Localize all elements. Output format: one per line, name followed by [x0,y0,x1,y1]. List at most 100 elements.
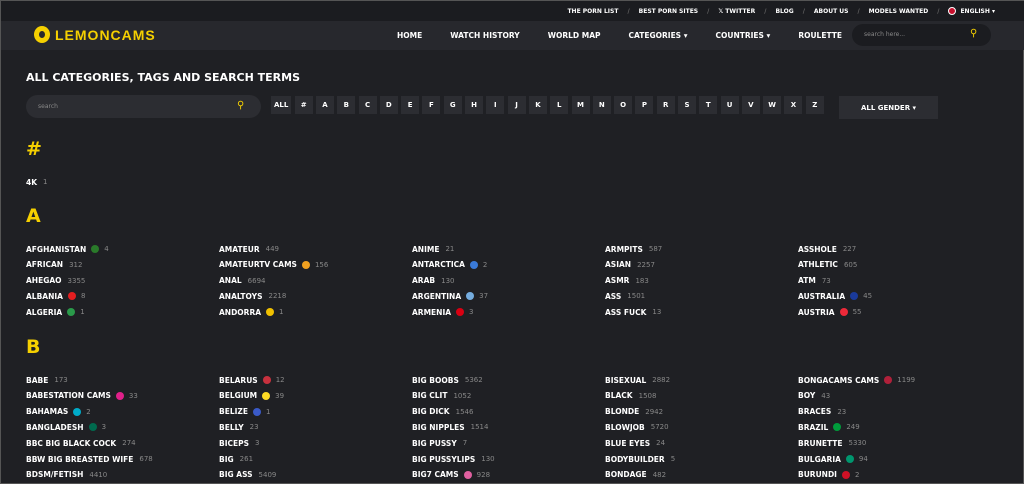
category-name[interactable]: BIG PUSSY [412,438,457,448]
category-item[interactable]: BIG DICK 1546 [412,407,473,417]
category-item[interactable]: AMATEUR 449 [219,244,279,254]
category-item[interactable]: BBC BIG BLACK COCK 274 [26,438,136,448]
category-name[interactable]: ASS [605,291,622,301]
letter-button[interactable]: T [699,96,718,114]
search-icon[interactable]: ⚲ [237,100,245,111]
letter-button[interactable]: W [763,96,782,114]
letter-button[interactable]: S [677,96,696,114]
top-link[interactable]: MODELS WANTED [868,7,929,15]
category-item[interactable]: ALGERIA 1 [26,307,85,317]
category-name[interactable]: ATHLETIC [798,260,838,270]
category-name[interactable]: BIG NIPPLES [412,422,465,432]
letter-button[interactable]: X [784,96,803,114]
category-item[interactable]: BIG PUSSY 7 [412,438,467,448]
nav-item[interactable]: CATEGORIES ▾ [628,31,688,40]
category-search-input[interactable]: search ⚲ [26,95,261,118]
nav-item[interactable]: WORLD MAP [547,31,601,40]
category-item[interactable]: BELGIUM 39 [219,391,284,401]
letter-button[interactable]: O [614,96,633,114]
letter-button[interactable]: E [401,96,420,114]
category-item[interactable]: ATM 73 [798,276,831,286]
letter-button[interactable]: H [465,96,484,114]
letter-button[interactable]: M [571,96,590,114]
category-name[interactable]: ASMR [605,276,630,286]
letter-button[interactable]: V [741,96,760,114]
category-item[interactable]: ARGENTINA 37 [412,291,488,301]
category-name[interactable]: BICEPS [219,438,250,448]
category-name[interactable]: BIG ASS [219,470,253,480]
category-item[interactable]: BIG BOOBS 5362 [412,375,483,385]
nav-item[interactable]: WATCH HISTORY [450,31,520,40]
category-name[interactable]: BIG [219,454,234,464]
category-name[interactable]: BLOWJOB [605,422,645,432]
letter-button[interactable]: Z [805,96,824,114]
category-item[interactable]: BIG7 CAMS 928 [412,470,490,480]
category-name[interactable]: ANALTOYS [219,291,263,301]
letter-button[interactable]: A [315,96,334,114]
category-name[interactable]: BISEXUAL [605,375,647,385]
category-name[interactable]: ARMPITS [605,244,643,254]
category-name[interactable]: BANGLADESH [26,422,84,432]
category-name[interactable]: AFRICAN [26,260,64,270]
letter-button[interactable]: I [486,96,505,114]
category-name[interactable]: ASSHOLE [798,244,837,254]
category-name[interactable]: BELGIUM [219,391,258,401]
category-name[interactable]: BRAZIL [798,422,829,432]
letter-button[interactable]: P [635,96,654,114]
top-link[interactable]: BLOG [775,7,794,15]
category-item[interactable]: AFGHANISTAN 4 [26,244,109,254]
category-item[interactable]: BDSM/FETISH 4410 [26,470,107,480]
category-item[interactable]: ATHLETIC 605 [798,260,857,270]
category-item[interactable]: BLACK 1508 [605,391,656,401]
category-item[interactable]: ARMPITS 587 [605,244,662,254]
category-item[interactable]: BIG PUSSYLIPS 130 [412,454,495,464]
category-item[interactable]: ARMENIA 3 [412,307,474,317]
category-item[interactable]: AUSTRALIA 45 [798,291,872,301]
category-name[interactable]: BIG7 CAMS [412,470,459,480]
category-name[interactable]: BABE [26,375,49,385]
category-name[interactable]: AFGHANISTAN [26,244,87,254]
letter-button[interactable]: K [528,96,547,114]
category-item[interactable]: BURUNDI 2 [798,470,859,480]
category-name[interactable]: AMATEURTV CAMS [219,260,297,270]
category-name[interactable]: ANDORRA [219,307,262,317]
category-name[interactable]: BELLY [219,422,244,432]
category-item[interactable]: BRACES 23 [798,407,846,417]
top-link[interactable]: ABOUT US [813,7,849,15]
category-name[interactable]: BELARUS [219,375,258,385]
category-item[interactable]: ASMR 183 [605,276,649,286]
logo[interactable]: LEMONCAMS [34,26,156,43]
category-item[interactable]: AFRICAN 312 [26,260,82,270]
nav-item[interactable]: COUNTRIES ▾ [715,31,771,40]
nav-item[interactable]: ROULETTE [798,31,842,40]
category-item[interactable]: BABE 173 [26,375,68,385]
language-selector[interactable]: ENGLISH ▾ [960,7,995,15]
category-name[interactable]: 4K [26,177,38,187]
category-name[interactable]: ATM [798,276,816,286]
letter-button[interactable]: # [294,96,313,114]
category-item[interactable]: BLONDE 2942 [605,407,663,417]
category-name[interactable]: ASIAN [605,260,632,270]
category-item[interactable]: BISEXUAL 2882 [605,375,670,385]
category-name[interactable]: BDSM/FETISH [26,470,84,480]
category-item[interactable]: BANGLADESH 3 [26,422,106,432]
letter-button[interactable]: N [592,96,611,114]
category-item[interactable]: ASIAN 2257 [605,260,655,270]
category-item[interactable]: 4K 1 [26,177,48,187]
category-name[interactable]: BIG DICK [412,407,450,417]
category-name[interactable]: BIG BOOBS [412,375,459,385]
category-item[interactable]: BABESTATION CAMS 33 [26,391,138,401]
letter-button[interactable]: B [337,96,356,114]
category-name[interactable]: ALBANIA [26,291,63,301]
category-name[interactable]: BIG CLIT [412,391,448,401]
letter-button[interactable]: F [422,96,441,114]
category-item[interactable]: BELARUS 12 [219,375,285,385]
category-name[interactable]: ANTARCTICA [412,260,465,270]
letter-button[interactable]: ALL [271,96,292,114]
category-item[interactable]: ASS 1501 [605,291,645,301]
category-name[interactable]: AUSTRALIA [798,291,846,301]
category-name[interactable]: BBC BIG BLACK COCK [26,438,117,448]
category-item[interactable]: BICEPS 3 [219,438,260,448]
category-item[interactable]: BAHAMAS 2 [26,407,91,417]
category-name[interactable]: ANAL [219,276,242,286]
